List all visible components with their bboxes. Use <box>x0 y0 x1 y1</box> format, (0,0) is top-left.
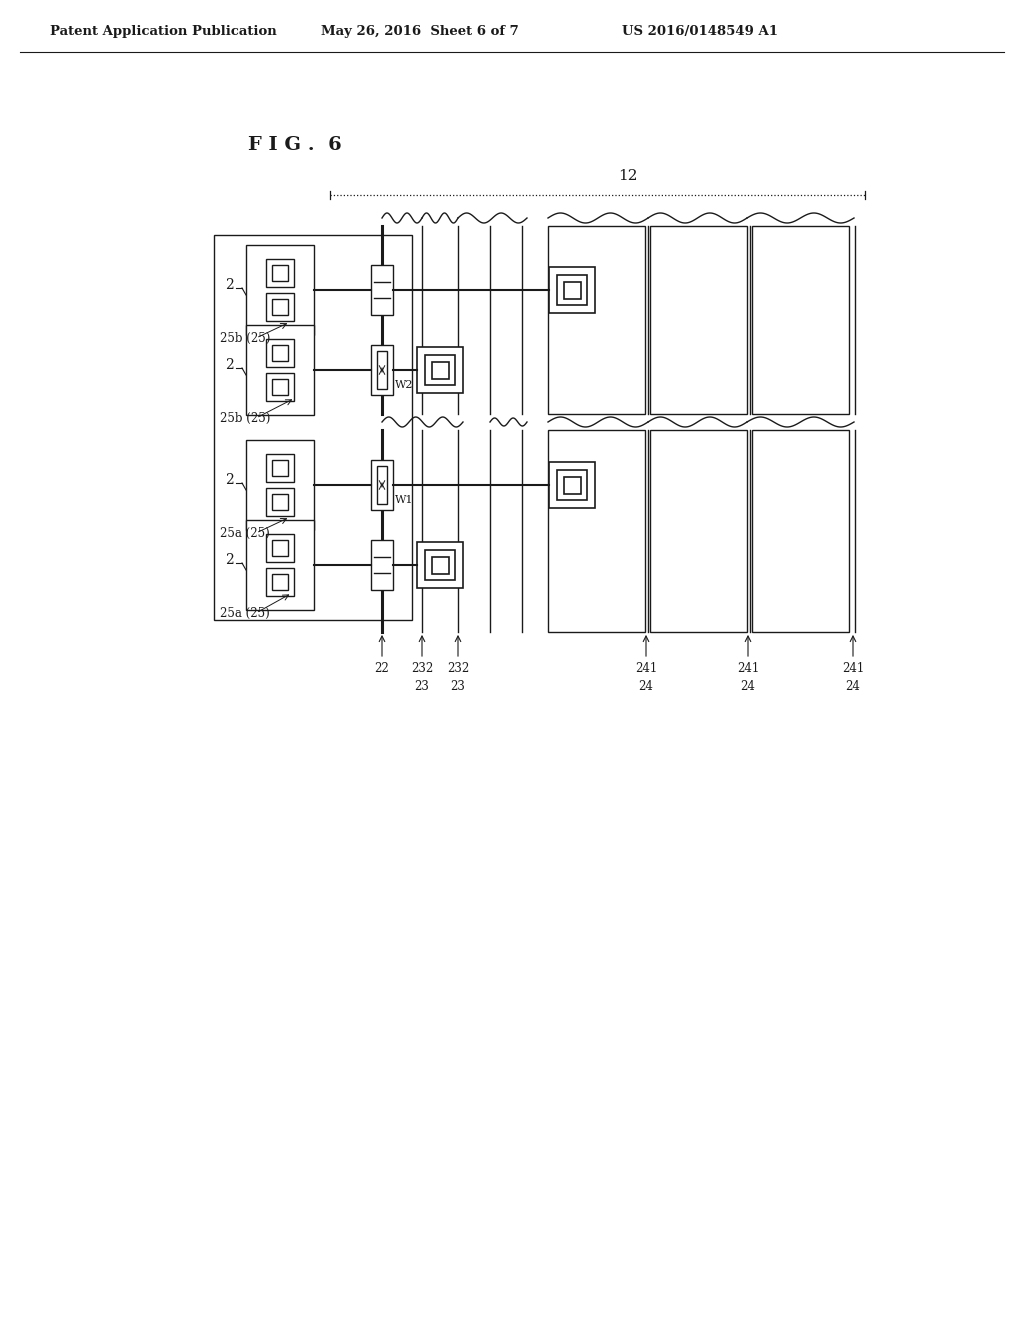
Bar <box>557 275 587 305</box>
Bar <box>266 339 294 367</box>
Bar <box>549 462 595 508</box>
Text: 2: 2 <box>225 553 234 568</box>
Text: 241: 241 <box>737 663 759 675</box>
Bar <box>272 379 288 395</box>
Bar <box>246 520 314 610</box>
Text: Patent Application Publication: Patent Application Publication <box>49 25 276 38</box>
Bar <box>431 362 449 379</box>
Bar <box>246 440 314 531</box>
Text: 241: 241 <box>842 663 864 675</box>
Text: 24: 24 <box>639 680 653 693</box>
Text: 24: 24 <box>740 680 756 693</box>
Bar <box>266 293 294 321</box>
Bar <box>272 265 288 281</box>
Bar <box>650 226 746 414</box>
Bar <box>272 459 288 477</box>
Bar <box>377 466 387 504</box>
Text: 25b (25): 25b (25) <box>220 331 270 345</box>
Bar <box>425 355 455 385</box>
Text: May 26, 2016  Sheet 6 of 7: May 26, 2016 Sheet 6 of 7 <box>322 25 519 38</box>
Bar <box>266 374 294 401</box>
Bar <box>246 246 314 335</box>
Bar <box>431 557 449 573</box>
Text: W2: W2 <box>395 380 414 389</box>
Text: 2: 2 <box>225 473 234 487</box>
Bar <box>650 430 746 632</box>
Bar <box>272 574 288 590</box>
Bar <box>266 454 294 482</box>
Text: US 2016/0148549 A1: US 2016/0148549 A1 <box>622 25 778 38</box>
Bar <box>563 281 581 298</box>
Bar <box>272 300 288 315</box>
Text: 241: 241 <box>635 663 657 675</box>
Text: 23: 23 <box>451 680 466 693</box>
Text: 25a (25): 25a (25) <box>220 606 269 619</box>
Bar <box>266 535 294 562</box>
Bar <box>266 488 294 516</box>
Bar <box>548 430 645 632</box>
Text: 24: 24 <box>846 680 860 693</box>
Text: W1: W1 <box>395 495 414 506</box>
Bar <box>425 550 455 579</box>
Bar <box>417 347 463 393</box>
Bar <box>371 540 393 590</box>
Bar <box>214 235 412 620</box>
Bar <box>272 345 288 360</box>
Bar <box>752 226 849 414</box>
Bar <box>417 543 463 587</box>
Bar <box>377 351 387 389</box>
Bar <box>266 568 294 597</box>
Text: F I G .  6: F I G . 6 <box>248 136 342 154</box>
Text: 25b (25): 25b (25) <box>220 412 270 425</box>
Text: 232: 232 <box>411 663 433 675</box>
Text: 12: 12 <box>617 169 637 183</box>
Bar <box>557 470 587 500</box>
Bar <box>563 477 581 494</box>
Text: 23: 23 <box>415 680 429 693</box>
Bar <box>272 540 288 556</box>
Bar <box>549 267 595 313</box>
Bar <box>548 226 645 414</box>
Text: 232: 232 <box>446 663 469 675</box>
Text: 2: 2 <box>225 279 234 292</box>
Bar <box>371 459 393 510</box>
Bar <box>752 430 849 632</box>
Text: 2: 2 <box>225 358 234 372</box>
Bar <box>266 259 294 286</box>
Text: 25a (25): 25a (25) <box>220 527 269 540</box>
Text: 22: 22 <box>375 663 389 675</box>
Bar <box>371 265 393 315</box>
Bar <box>371 345 393 395</box>
Bar <box>272 494 288 510</box>
Bar <box>246 325 314 414</box>
